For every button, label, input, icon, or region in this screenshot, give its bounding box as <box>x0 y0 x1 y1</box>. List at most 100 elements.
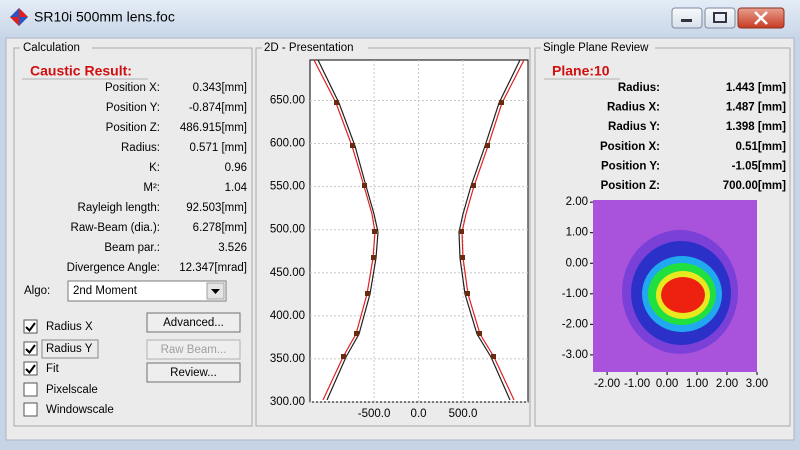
presentation-group <box>255 47 531 427</box>
result-value: 92.503[mm] <box>186 202 247 214</box>
focus-box <box>41 339 99 359</box>
algo-dropdown[interactable] <box>67 280 227 302</box>
y-tick-label: -3.00 <box>562 349 588 361</box>
button[interactable] <box>146 312 241 333</box>
x-tick-label: 1.00 <box>686 378 708 390</box>
x-tick-label: 0.00 <box>656 378 678 390</box>
plane-value: 1.398 [mm] <box>726 121 786 133</box>
button-label: Raw Beam... <box>161 344 227 356</box>
x-tick-label: 0.0 <box>411 408 427 420</box>
result-label: M²: <box>143 182 160 194</box>
plane-label: Position X: <box>600 141 660 153</box>
plane-label: Radius: <box>618 82 660 94</box>
checkbox-label: Radius X <box>46 321 93 333</box>
checkmark <box>25 322 36 333</box>
y-tick-label: 400.00 <box>270 310 305 322</box>
y-tick-label: 500.00 <box>270 224 305 236</box>
x-tick-label: -2.00 <box>594 378 620 390</box>
minimize-button[interactable] <box>671 7 703 29</box>
group-label: 2D - Presentation <box>264 42 354 54</box>
button-label: Review... <box>170 367 217 379</box>
title-bar <box>0 0 800 38</box>
y-tick-label: 600.00 <box>270 138 305 150</box>
result-label: Beam par.: <box>104 242 160 254</box>
checkbox-label: Fit <box>46 363 60 375</box>
plane-label: Position Z: <box>601 180 660 192</box>
checkbox-label: Pixelscale <box>46 384 98 396</box>
checkbox[interactable] <box>23 319 38 334</box>
y-tick-label: -1.00 <box>562 288 588 300</box>
result-label: Rayleigh length: <box>78 202 160 214</box>
grid <box>310 60 528 403</box>
result-label: Radius: <box>121 142 160 154</box>
group-label-bg <box>262 41 368 55</box>
x-tick-label: -1.00 <box>624 378 650 390</box>
algo-label: Algo: <box>24 285 50 297</box>
plane-label: Radius X: <box>607 102 660 114</box>
plane-heading: Plane:10 <box>552 63 610 79</box>
checkbox[interactable] <box>23 341 38 356</box>
x-tick-label: -500.0 <box>358 408 391 420</box>
result-label: Position Z: <box>106 122 160 134</box>
plane-label: Position Y: <box>601 160 660 172</box>
close-button[interactable] <box>737 7 785 29</box>
result-label: Position Y: <box>106 102 160 114</box>
algo-value: 2nd Moment <box>73 285 138 297</box>
checkbox[interactable] <box>23 382 38 397</box>
plane-value: 0.51[mm] <box>736 141 787 153</box>
result-value: 0.96 <box>225 162 247 174</box>
button[interactable] <box>146 362 241 383</box>
group-label-bg <box>541 41 655 55</box>
plane-value: 1.443 [mm] <box>726 82 786 94</box>
dynamic-content: Position X: 0.343[mm] Position Y: -0.874[mm… <box>23 82 787 420</box>
y-tick-label: 1.00 <box>566 227 588 239</box>
checkbox[interactable] <box>23 361 38 376</box>
y-tick-label: 650.00 <box>270 95 305 107</box>
y-tick-label: 450.00 <box>270 267 305 279</box>
checkmark <box>25 364 36 375</box>
result-label: Position X: <box>105 82 160 94</box>
caustic-markers <box>334 100 504 359</box>
x-tick-label: 3.00 <box>746 378 768 390</box>
caustic-heading: Caustic Result: <box>30 63 132 79</box>
y-tick-label: -2.00 <box>562 318 588 330</box>
group-label-bg <box>20 41 92 55</box>
plane-value: 1.487 [mm] <box>726 102 786 114</box>
y-tick-label: 0.00 <box>566 257 588 269</box>
result-value: 12.347[mrad] <box>179 262 247 274</box>
checkbox[interactable] <box>23 402 38 417</box>
plane-group <box>534 47 791 427</box>
button-label: Advanced... <box>163 317 224 329</box>
plane-value: -1.05[mm] <box>732 160 786 172</box>
result-value: -0.874[mm] <box>189 102 247 114</box>
y-tick-label: 550.00 <box>270 181 305 193</box>
app-icon <box>10 8 28 26</box>
calculation-group <box>13 47 253 427</box>
beam-image <box>593 200 757 372</box>
y-tick-label: 350.00 <box>270 353 305 365</box>
result-value: 1.04 <box>225 182 248 194</box>
group-label: Single Plane Review <box>543 42 649 54</box>
x-tick-label: 2.00 <box>716 378 738 390</box>
group-label: Calculation <box>23 42 80 54</box>
result-value: 0.571 [mm] <box>189 142 247 154</box>
button <box>146 339 241 360</box>
result-value: 0.343[mm] <box>193 82 247 94</box>
result-value: 3.526 <box>218 242 247 254</box>
y-tick-label: 2.00 <box>566 196 588 208</box>
y-tick-label: 300.00 <box>270 396 305 408</box>
checkbox-label: Radius Y <box>46 343 93 355</box>
checkmark <box>25 344 36 355</box>
result-value: 486.915[mm] <box>180 122 247 134</box>
result-label: K: <box>149 162 160 174</box>
x-tick-label: 500.0 <box>449 408 478 420</box>
plane-value: 700.00[mm] <box>723 180 786 192</box>
checkbox-label: Windowscale <box>46 404 114 416</box>
plane-label: Radius Y: <box>608 121 660 133</box>
window-title: SR10i 500mm lens.foc <box>34 9 175 25</box>
maximize-button[interactable] <box>704 7 736 29</box>
result-label: Divergence Angle: <box>67 262 160 274</box>
result-label: Raw-Beam (dia.): <box>71 222 160 234</box>
result-value: 6.278[mm] <box>193 222 247 234</box>
